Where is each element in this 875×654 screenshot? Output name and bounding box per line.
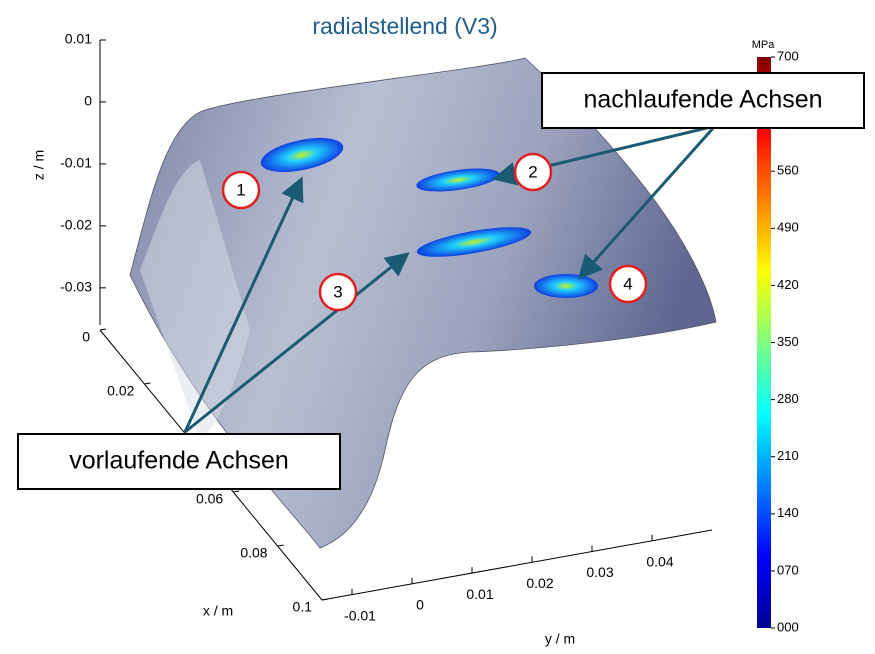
z-tick-label: -0.01 — [60, 155, 92, 171]
marker-label: 3 — [333, 282, 342, 301]
colorbar-tick-label: 070 — [777, 562, 799, 577]
z-label: z / m — [31, 150, 47, 180]
colorbar-tick-label: 700 — [777, 48, 799, 63]
y-tick-label: 0.01 — [466, 586, 493, 602]
y-tick-label: 0.02 — [526, 575, 553, 591]
colorbar-tick-label: 140 — [777, 505, 799, 520]
y-tick-label: 0 — [416, 597, 424, 613]
chart-title: radialstellend (V3) — [312, 13, 497, 39]
x-tick — [100, 329, 106, 330]
x-tick-label: 0.1 — [293, 599, 313, 615]
y-label: y / m — [545, 631, 575, 647]
chart: radialstellend (V3) z / m x / m y / m MP… — [0, 0, 875, 654]
stress-blob — [534, 274, 598, 298]
colorbar-tick-label: 000 — [777, 619, 799, 634]
colorbar-title: MPa — [752, 39, 776, 51]
z-tick-label: 0 — [84, 93, 92, 109]
z-tick-label: -0.03 — [60, 279, 92, 295]
colorbar-tick-label: 490 — [777, 220, 799, 235]
colorbar-tick-label: 420 — [777, 277, 799, 292]
z-tick-label: 0.01 — [65, 31, 92, 47]
marker-label: 2 — [528, 162, 537, 181]
y-tick-label: 0.03 — [586, 564, 613, 580]
x-tick-label: 0 — [82, 329, 90, 345]
callout-leading: vorlaufende Achsen — [69, 447, 289, 475]
colorbar-tick-label: 350 — [777, 334, 799, 349]
x-tick-label: 0.02 — [107, 383, 134, 399]
y-tick-label: -0.01 — [344, 607, 376, 623]
colorbar-tick-label: 210 — [777, 448, 799, 463]
callout-trailing: nachlaufende Achsen — [583, 86, 822, 114]
y-tick-label: 0.04 — [646, 553, 673, 569]
colorbar-tick-label: 560 — [777, 163, 799, 178]
x-label: x / m — [203, 603, 233, 619]
colorbar-tick-label: 280 — [777, 391, 799, 406]
x-tick — [278, 545, 284, 546]
colorbar — [757, 57, 771, 628]
marker-label: 4 — [623, 274, 632, 293]
x-tick — [233, 491, 239, 492]
x-tick-label: 0.08 — [240, 545, 267, 561]
marker-label: 1 — [236, 180, 245, 199]
x-tick-label: 0.06 — [196, 491, 223, 507]
z-tick-label: -0.02 — [60, 217, 92, 233]
x-tick — [144, 383, 150, 384]
x-tick — [322, 599, 328, 600]
